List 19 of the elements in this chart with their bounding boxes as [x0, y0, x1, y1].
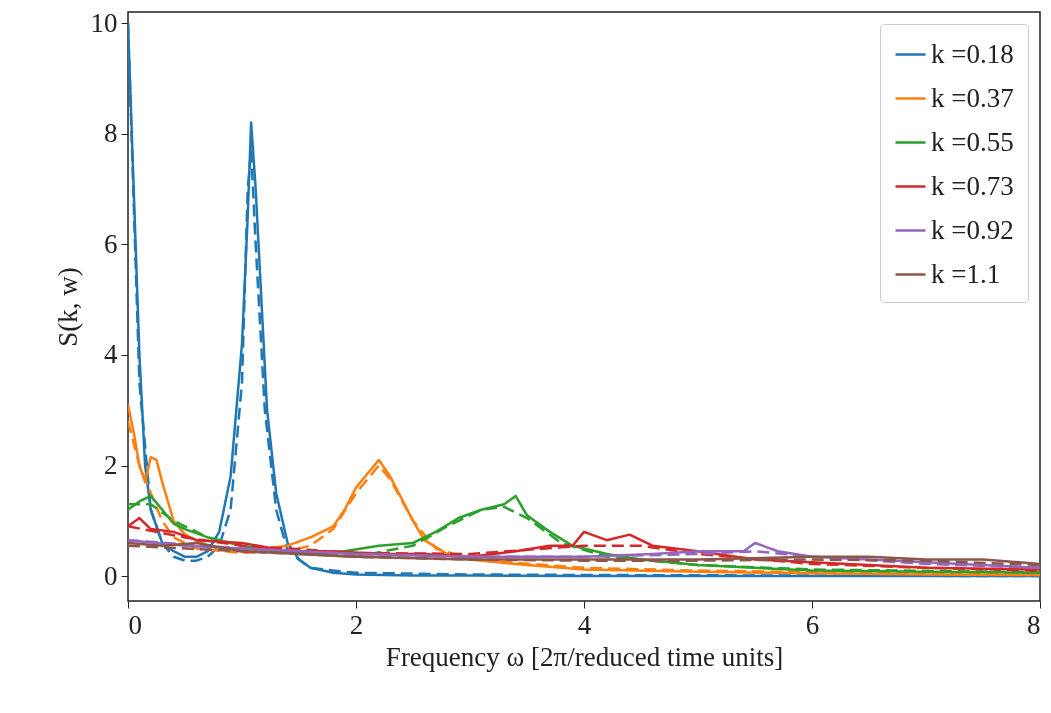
legend-label: k =0.37 — [931, 82, 1014, 113]
x-tick-label: 0 — [128, 609, 142, 640]
y-tick-label: 0 — [104, 560, 118, 591]
y-tick-label: 8 — [104, 118, 118, 149]
x-tick-label: 6 — [805, 609, 820, 640]
legend-label: k =1.1 — [931, 258, 1001, 289]
y-tick-label: 4 — [104, 339, 118, 370]
legend-label: k =0.55 — [931, 126, 1014, 157]
y-axis-title: S(k, w) — [52, 267, 83, 347]
legend-label: k =0.73 — [931, 170, 1014, 201]
legend-label: k =0.92 — [931, 214, 1014, 245]
legend-label: k =0.18 — [931, 38, 1014, 69]
x-tick-label: 8 — [1027, 609, 1041, 640]
y-tick-label: 10 — [90, 7, 118, 38]
y-tick-label: 2 — [104, 450, 118, 480]
x-tick-label: 4 — [577, 609, 592, 640]
x-axis-title: Frequency ω [2π/reduced time units] — [385, 641, 784, 672]
y-tick-label: 6 — [104, 228, 118, 259]
x-tick-label: 2 — [349, 609, 364, 640]
